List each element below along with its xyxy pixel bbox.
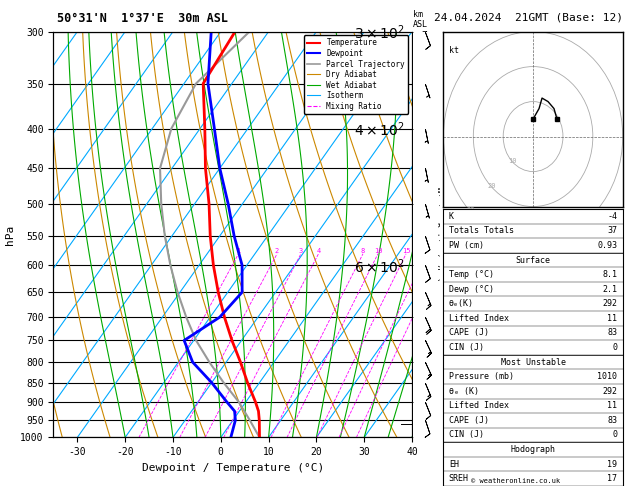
Text: 4: 4 xyxy=(316,248,321,254)
Text: 20: 20 xyxy=(487,183,496,189)
Text: 10: 10 xyxy=(508,158,516,164)
Legend: Temperature, Dewpoint, Parcel Trajectory, Dry Adiabat, Wet Adiabat, Isotherm, Mi: Temperature, Dewpoint, Parcel Trajectory… xyxy=(304,35,408,114)
Text: 30: 30 xyxy=(466,207,475,213)
Text: Temp (°C): Temp (°C) xyxy=(449,270,494,279)
Text: 2.1: 2.1 xyxy=(603,285,617,294)
Text: Lifted Index: Lifted Index xyxy=(449,314,509,323)
Text: Surface: Surface xyxy=(516,256,550,264)
Text: EH: EH xyxy=(449,460,459,469)
Text: Dewp (°C): Dewp (°C) xyxy=(449,285,494,294)
Text: Hodograph: Hodograph xyxy=(511,445,555,454)
Text: -4: -4 xyxy=(608,212,617,221)
Text: CIN (J): CIN (J) xyxy=(449,343,484,352)
Text: 37: 37 xyxy=(608,226,617,235)
Text: 0.93: 0.93 xyxy=(598,241,617,250)
Text: 11: 11 xyxy=(608,314,617,323)
Text: 0: 0 xyxy=(613,343,617,352)
Text: SREH: SREH xyxy=(449,474,469,483)
Text: 19: 19 xyxy=(608,460,617,469)
Text: Pressure (mb): Pressure (mb) xyxy=(449,372,514,381)
Text: 50°31'N  1°37'E  30m ASL: 50°31'N 1°37'E 30m ASL xyxy=(57,12,228,25)
Text: 15: 15 xyxy=(402,248,410,254)
Text: 11: 11 xyxy=(608,401,617,410)
Text: Totals Totals: Totals Totals xyxy=(449,226,514,235)
Text: 17: 17 xyxy=(608,474,617,483)
Text: K: K xyxy=(449,212,454,221)
Text: CAPE (J): CAPE (J) xyxy=(449,416,489,425)
Text: PW (cm): PW (cm) xyxy=(449,241,484,250)
Text: Lifted Index: Lifted Index xyxy=(449,401,509,410)
Text: 1: 1 xyxy=(237,248,241,254)
Text: θₑ (K): θₑ (K) xyxy=(449,387,479,396)
Text: 83: 83 xyxy=(608,329,617,337)
Y-axis label: Mixing Ratio (g/kg): Mixing Ratio (g/kg) xyxy=(430,187,438,282)
Text: 10: 10 xyxy=(374,248,382,254)
Text: 8.1: 8.1 xyxy=(603,270,617,279)
Text: 8: 8 xyxy=(361,248,365,254)
Text: 2: 2 xyxy=(275,248,279,254)
Text: θₑ(K): θₑ(K) xyxy=(449,299,474,308)
Text: CIN (J): CIN (J) xyxy=(449,431,484,439)
Text: 292: 292 xyxy=(603,387,617,396)
Text: kt: kt xyxy=(450,46,459,54)
Text: CAPE (J): CAPE (J) xyxy=(449,329,489,337)
Text: 1010: 1010 xyxy=(598,372,617,381)
Text: 3: 3 xyxy=(299,248,303,254)
Text: LCL: LCL xyxy=(415,419,430,428)
Text: 24.04.2024  21GMT (Base: 12): 24.04.2024 21GMT (Base: 12) xyxy=(434,12,623,22)
Text: 83: 83 xyxy=(608,416,617,425)
Y-axis label: hPa: hPa xyxy=(4,225,14,244)
X-axis label: Dewpoint / Temperature (°C): Dewpoint / Temperature (°C) xyxy=(142,463,324,473)
Text: 292: 292 xyxy=(603,299,617,308)
Text: © weatheronline.co.uk: © weatheronline.co.uk xyxy=(471,478,560,484)
Text: km
ASL: km ASL xyxy=(413,10,428,29)
Text: Most Unstable: Most Unstable xyxy=(501,358,565,366)
Text: 0: 0 xyxy=(613,431,617,439)
